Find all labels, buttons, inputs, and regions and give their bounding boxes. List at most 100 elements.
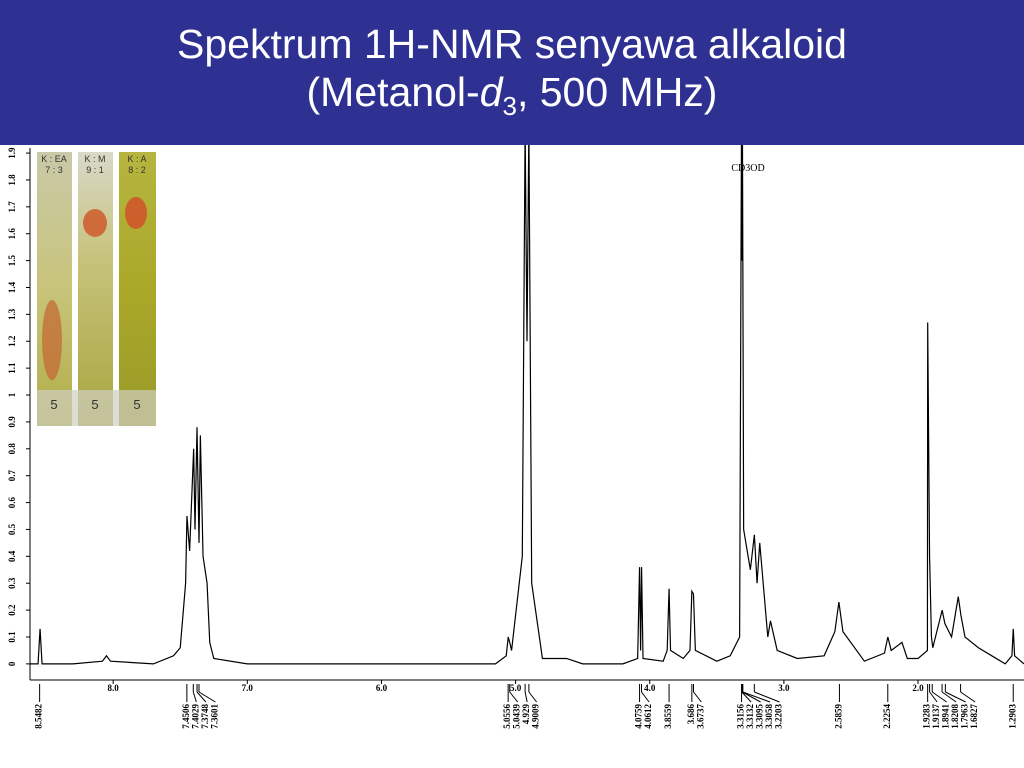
peak-label: 1.9283 xyxy=(922,704,932,729)
y-tick-label: 0.7 xyxy=(7,470,17,482)
peak-label: 7.3601 xyxy=(209,704,219,729)
x-tick-label: 2.0 xyxy=(912,683,924,693)
peak-label: 2.2254 xyxy=(882,704,892,729)
y-tick-label: 1 xyxy=(7,392,17,397)
peak-label: 3.6737 xyxy=(695,704,705,729)
tlc-label: K : M xyxy=(84,154,105,164)
tlc-label: 7 : 3 xyxy=(45,165,63,175)
y-tick-label: 1.8 xyxy=(7,174,17,186)
tlc-label: K : EA xyxy=(41,154,67,164)
y-tick-label: 0.6 xyxy=(7,496,17,508)
peak-leader xyxy=(198,691,216,703)
title-line: Spektrum 1H-NMR senyawa alkaloid xyxy=(177,21,847,67)
y-tick-label: 1.3 xyxy=(7,308,17,320)
y-tick-label: 0 xyxy=(7,661,17,666)
peak-label: 8.5482 xyxy=(34,704,44,729)
tlc-label: 8 : 2 xyxy=(128,165,146,175)
x-tick-label: 5.0 xyxy=(510,683,522,693)
tlc-number: 5 xyxy=(91,397,98,412)
tlc-spot xyxy=(42,300,62,380)
peak-leader xyxy=(742,691,761,703)
y-tick-label: 0.8 xyxy=(7,443,17,455)
y-tick-label: 1.2 xyxy=(7,335,17,347)
peak-label: 7.4506 xyxy=(181,704,191,729)
peak-label: 5.0439 xyxy=(512,704,522,729)
peak-label: 1.6827 xyxy=(969,704,979,729)
tlc-strip xyxy=(78,152,113,426)
peak-label: 1.7963 xyxy=(960,704,970,729)
y-tick-label: 1.1 xyxy=(7,362,17,374)
peak-label: 3.8559 xyxy=(663,704,673,729)
peak-label: 3.686 xyxy=(686,704,696,725)
peak-label: 1.8941 xyxy=(941,704,951,729)
y-tick-label: 1.9 xyxy=(7,147,17,159)
x-tick-label: 7.0 xyxy=(242,683,254,693)
peak-leader xyxy=(742,691,771,703)
peak-label: 1.8208 xyxy=(950,704,960,729)
peak-label: 7.4029 xyxy=(190,704,200,729)
y-tick-label: 1.7 xyxy=(7,201,17,213)
tlc-strip xyxy=(119,152,156,426)
peak-label: 4.929 xyxy=(521,704,531,725)
peak-leader xyxy=(693,691,702,703)
y-tick-label: 0.4 xyxy=(7,550,17,562)
y-tick-label: 1.4 xyxy=(7,281,17,293)
x-tick-label: 8.0 xyxy=(108,683,120,693)
peak-label: 1.2903 xyxy=(1007,703,1017,728)
tlc-spot xyxy=(83,209,107,237)
annotation: CD3OD xyxy=(731,163,764,174)
peak-leader xyxy=(741,691,752,703)
peak-leader xyxy=(945,691,966,703)
peak-label: 2.5859 xyxy=(833,704,843,729)
tlc-band xyxy=(37,390,156,426)
peak-leader xyxy=(196,691,207,703)
title-bar: Spektrum 1H-NMR senyawa alkaloid (Metano… xyxy=(0,0,1024,145)
tlc-strip xyxy=(37,152,72,426)
peak-leader xyxy=(509,691,519,703)
x-tick-label: 4.0 xyxy=(644,683,656,693)
peak-leader xyxy=(754,691,780,703)
tlc-label: 9 : 1 xyxy=(86,165,104,175)
peak-leader xyxy=(929,691,938,703)
tlc-number: 5 xyxy=(50,397,57,412)
peak-label: 3.3095 xyxy=(755,704,765,729)
peak-label: 3.2203 xyxy=(774,704,784,729)
tlc-number: 5 xyxy=(133,397,140,412)
y-tick-label: 1.6 xyxy=(7,228,17,240)
peak-leader xyxy=(960,691,976,703)
title-line: (Metanol-d3, 500 MHz) xyxy=(0,68,1024,130)
x-tick-label: 6.0 xyxy=(376,683,388,693)
peak-leader xyxy=(528,691,538,703)
peak-label: 3.3156 xyxy=(736,704,746,729)
spectrum-line xyxy=(30,145,1024,665)
peak-leader xyxy=(641,691,650,703)
peak-label: 5.0556 xyxy=(502,704,512,729)
title-text: , 500 MHz) xyxy=(516,69,718,115)
peak-label: 3.3058 xyxy=(764,704,774,729)
peak-label: 4.0612 xyxy=(643,704,653,729)
tlc-image: K : EA7 : 3 5 K : M9 : 1 5 K : A8 : 2 5 xyxy=(37,152,156,426)
y-tick-label: 0.5 xyxy=(7,523,17,535)
title-italic: d xyxy=(479,69,503,115)
peak-leader xyxy=(192,691,197,703)
peak-label: 1.9137 xyxy=(931,704,941,729)
title-sub: 3 xyxy=(502,91,517,122)
x-tick-label: 3.0 xyxy=(778,683,790,693)
title-text: (Metanol- xyxy=(306,69,480,115)
y-tick-label: 0.1 xyxy=(7,631,17,643)
peak-leader xyxy=(941,691,957,703)
y-tick-label: 1.5 xyxy=(7,254,17,266)
y-tick-label: 0.2 xyxy=(7,604,17,616)
peak-leader xyxy=(931,691,947,703)
peak-label: 7.3748 xyxy=(200,704,210,729)
tlc-spot xyxy=(125,197,147,229)
tlc-label: K : A xyxy=(127,154,146,164)
y-tick-label: 0.9 xyxy=(7,416,17,428)
y-tick-label: 0.3 xyxy=(7,577,17,589)
peak-leader xyxy=(524,691,528,703)
peak-label: 4.9009 xyxy=(531,704,541,729)
peak-label: 3.3132 xyxy=(745,704,755,729)
peak-label: 4.0759 xyxy=(634,704,644,729)
